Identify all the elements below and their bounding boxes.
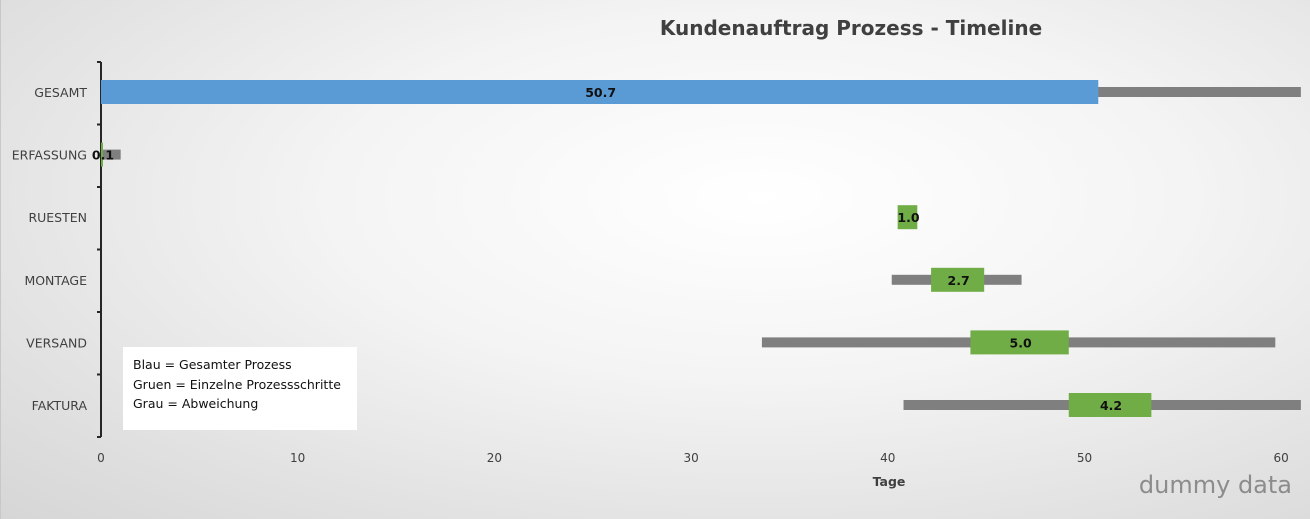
axes: GESAMT ERFASSUNG RUESTEN MONTAGE VERSAND FAKT…	[12, 61, 1289, 465]
y-tick-label: FAKTURA	[32, 398, 88, 413]
duration-bar	[101, 142, 103, 167]
data-label: 4.2	[1100, 398, 1122, 413]
x-tick-label: 60	[1274, 451, 1289, 465]
duration-bar	[101, 80, 1099, 104]
chart-title: Kundenauftrag Prozess - Timeline	[660, 16, 1042, 40]
data-label: 0.1	[92, 148, 114, 163]
deviation-bar	[101, 149, 121, 160]
y-tick-label: GESAMT	[34, 85, 87, 100]
data-label: 50.7	[585, 85, 616, 100]
x-tick-label: 10	[290, 451, 305, 465]
y-tick-label: MONTAGE	[24, 273, 87, 288]
y-tick-label: RUESTEN	[28, 210, 87, 225]
data-label: 2.7	[948, 273, 970, 288]
bars-group: 50.7 0.1 1.0 2.7 5.0 4.2	[92, 80, 1301, 417]
legend-line-grey: Grau = Abweichung	[133, 396, 259, 411]
duration-bar	[931, 267, 985, 292]
legend-line-green: Gruen = Einzelne Prozessschritte	[133, 376, 341, 392]
duration-bar	[1068, 393, 1152, 417]
x-tick-label: 50	[1077, 451, 1092, 465]
data-label: 1.0	[897, 210, 919, 225]
duration-bar	[970, 330, 1069, 355]
y-tick-label: VERSAND	[26, 335, 87, 350]
legend-box: Blau = Gesamter Prozess Gruen = Einzelne…	[123, 347, 357, 430]
watermark: dummy data	[1139, 471, 1292, 499]
x-tick-label: 0	[97, 451, 105, 465]
x-tick-label: 30	[683, 451, 698, 465]
data-label: 5.0	[1010, 335, 1032, 350]
x-tick-label: 40	[880, 451, 895, 465]
y-tick-label: ERFASSUNG	[12, 148, 87, 163]
legend-line-blue: Blau = Gesamter Prozess	[133, 357, 292, 372]
x-tick-label: 20	[487, 451, 502, 465]
x-axis-title: Tage	[873, 474, 906, 489]
duration-bar	[897, 205, 918, 230]
